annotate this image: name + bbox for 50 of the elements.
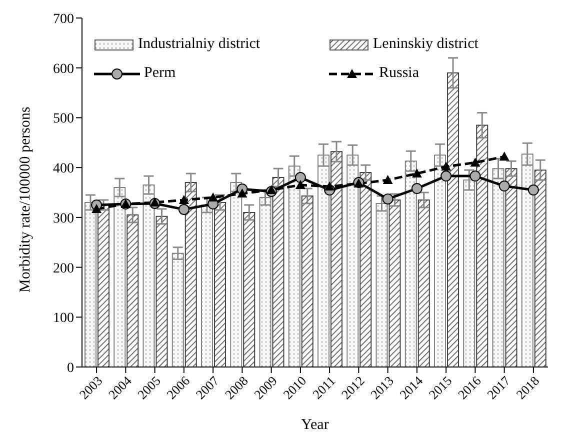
bar bbox=[243, 212, 256, 367]
bar bbox=[156, 216, 168, 367]
legend-label: Perm bbox=[144, 65, 176, 82]
point bbox=[441, 162, 452, 171]
y-tick-label: 100 bbox=[53, 311, 74, 326]
y-tick-label: 500 bbox=[53, 112, 74, 127]
bar bbox=[534, 170, 546, 367]
y-tick-label: 200 bbox=[53, 261, 74, 276]
point bbox=[237, 188, 248, 198]
legend-label: Leninskiy district bbox=[373, 36, 478, 53]
bar bbox=[272, 177, 284, 367]
point bbox=[266, 185, 276, 194]
point bbox=[499, 152, 510, 161]
bar bbox=[98, 204, 110, 367]
point bbox=[470, 170, 481, 182]
point bbox=[470, 158, 480, 167]
point bbox=[382, 193, 394, 204]
y-tick-label: 700 bbox=[53, 12, 74, 27]
point bbox=[440, 170, 452, 182]
bar bbox=[476, 124, 488, 367]
point bbox=[324, 182, 335, 191]
legend-label: Russia bbox=[379, 65, 420, 82]
bar bbox=[126, 214, 139, 367]
bar bbox=[184, 182, 197, 367]
point bbox=[294, 172, 306, 184]
point bbox=[412, 168, 422, 178]
point bbox=[92, 204, 102, 213]
point bbox=[295, 180, 306, 190]
bar bbox=[330, 151, 342, 367]
point bbox=[528, 184, 539, 196]
bar bbox=[388, 199, 401, 367]
y-tick-label: 300 bbox=[53, 211, 74, 226]
bar bbox=[301, 195, 314, 367]
point bbox=[178, 194, 189, 204]
bar bbox=[214, 202, 226, 367]
y-tick-label: 0 bbox=[67, 360, 74, 376]
legend-label: Industrialniy district bbox=[138, 36, 260, 53]
point bbox=[411, 183, 422, 194]
x-axis-title: Year bbox=[301, 417, 329, 433]
point bbox=[498, 180, 510, 192]
point bbox=[382, 175, 393, 184]
bar bbox=[447, 72, 459, 367]
bar bbox=[505, 168, 518, 367]
y-tick-label: 400 bbox=[53, 162, 74, 177]
y-axis-title: Morbidity rate/100000 persons bbox=[17, 106, 34, 292]
bar bbox=[418, 199, 430, 367]
y-tick-label: 600 bbox=[53, 62, 74, 77]
point bbox=[208, 192, 218, 202]
bar bbox=[360, 172, 372, 367]
point bbox=[178, 204, 190, 215]
